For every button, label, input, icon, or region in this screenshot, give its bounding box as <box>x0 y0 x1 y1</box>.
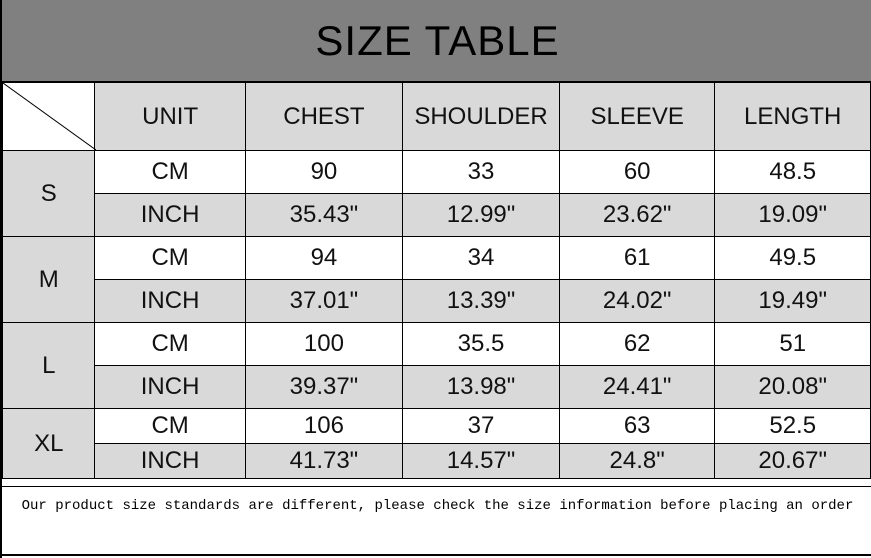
value-cell: 106 <box>244 408 404 444</box>
value-cell: 35.5 <box>402 322 560 366</box>
value-cell: 90 <box>244 150 404 194</box>
header-chest: CHEST <box>244 82 404 151</box>
table-row: M CM 94 34 61 49.5 <box>2 236 871 323</box>
value-cell: 24.02" <box>558 279 716 323</box>
table-row: INCH 35.43" 12.99" 23.62" 19.09" <box>3 193 871 237</box>
header-sleeve: SLEEVE <box>558 82 716 151</box>
unit-cell: INCH <box>94 279 246 323</box>
header-row: UNIT CHEST SHOULDER SLEEVE LENGTH <box>2 82 871 151</box>
value-cell: 12.99" <box>402 193 560 237</box>
value-cell: 13.39" <box>402 279 560 323</box>
value-cell: 94 <box>244 236 404 280</box>
unit-cell: INCH <box>94 365 246 409</box>
value-cell: 37.01" <box>244 279 404 323</box>
footer-note: Our product size standards are different… <box>2 486 871 556</box>
value-cell: 34 <box>402 236 560 280</box>
table-row: INCH 39.37" 13.98" 24.41" 20.08" <box>3 365 871 409</box>
table-row: INCH 37.01" 13.39" 24.02" 19.49" <box>3 279 871 323</box>
value-cell: 33 <box>402 150 560 194</box>
header-length: LENGTH <box>714 82 871 151</box>
unit-cell: CM <box>94 408 246 444</box>
size-table: UNIT CHEST SHOULDER SLEEVE LENGTH S CM 90 3… <box>2 82 871 479</box>
value-cell: 39.37" <box>244 365 404 409</box>
size-label: S <box>2 150 96 237</box>
unit-cell: INCH <box>94 193 246 237</box>
page-title: SIZE TABLE <box>2 0 871 82</box>
value-cell: 100 <box>244 322 404 366</box>
value-cell: 20.67" <box>714 443 871 479</box>
value-cell: 19.49" <box>714 279 871 323</box>
header-unit: UNIT <box>94 82 246 151</box>
table-row: INCH 41.73" 14.57" 24.8" 20.67" <box>3 443 871 479</box>
value-cell: 14.57" <box>402 443 560 479</box>
header-shoulder: SHOULDER <box>402 82 560 151</box>
value-cell: 41.73" <box>244 443 404 479</box>
value-cell: 19.09" <box>714 193 871 237</box>
value-cell: 24.41" <box>558 365 716 409</box>
value-cell: 23.62" <box>558 193 716 237</box>
value-cell: 24.8" <box>558 443 716 479</box>
unit-cell: INCH <box>94 443 246 479</box>
value-cell: 48.5 <box>714 150 871 194</box>
value-cell: 49.5 <box>714 236 871 280</box>
value-cell: 37 <box>402 408 560 444</box>
unit-cell: CM <box>94 236 246 280</box>
table-row: XL CM 106 37 63 52.5 <box>2 408 871 479</box>
corner-cell <box>2 82 96 151</box>
size-label: L <box>2 322 96 409</box>
unit-cell: CM <box>94 322 246 366</box>
value-cell: 60 <box>558 150 716 194</box>
value-cell: 62 <box>558 322 716 366</box>
table-row: S CM 90 33 60 48.5 <box>2 150 871 237</box>
value-cell: 20.08" <box>714 365 871 409</box>
value-cell: 61 <box>558 236 716 280</box>
size-label: M <box>2 236 96 323</box>
value-cell: 35.43" <box>244 193 404 237</box>
size-label: XL <box>2 408 96 479</box>
diagonal-line <box>3 83 96 150</box>
unit-cell: CM <box>94 150 246 194</box>
value-cell: 52.5 <box>714 408 871 444</box>
value-cell: 63 <box>558 408 716 444</box>
value-cell: 51 <box>714 322 871 366</box>
value-cell: 13.98" <box>402 365 560 409</box>
table-row: L CM 100 35.5 62 51 <box>2 322 871 409</box>
